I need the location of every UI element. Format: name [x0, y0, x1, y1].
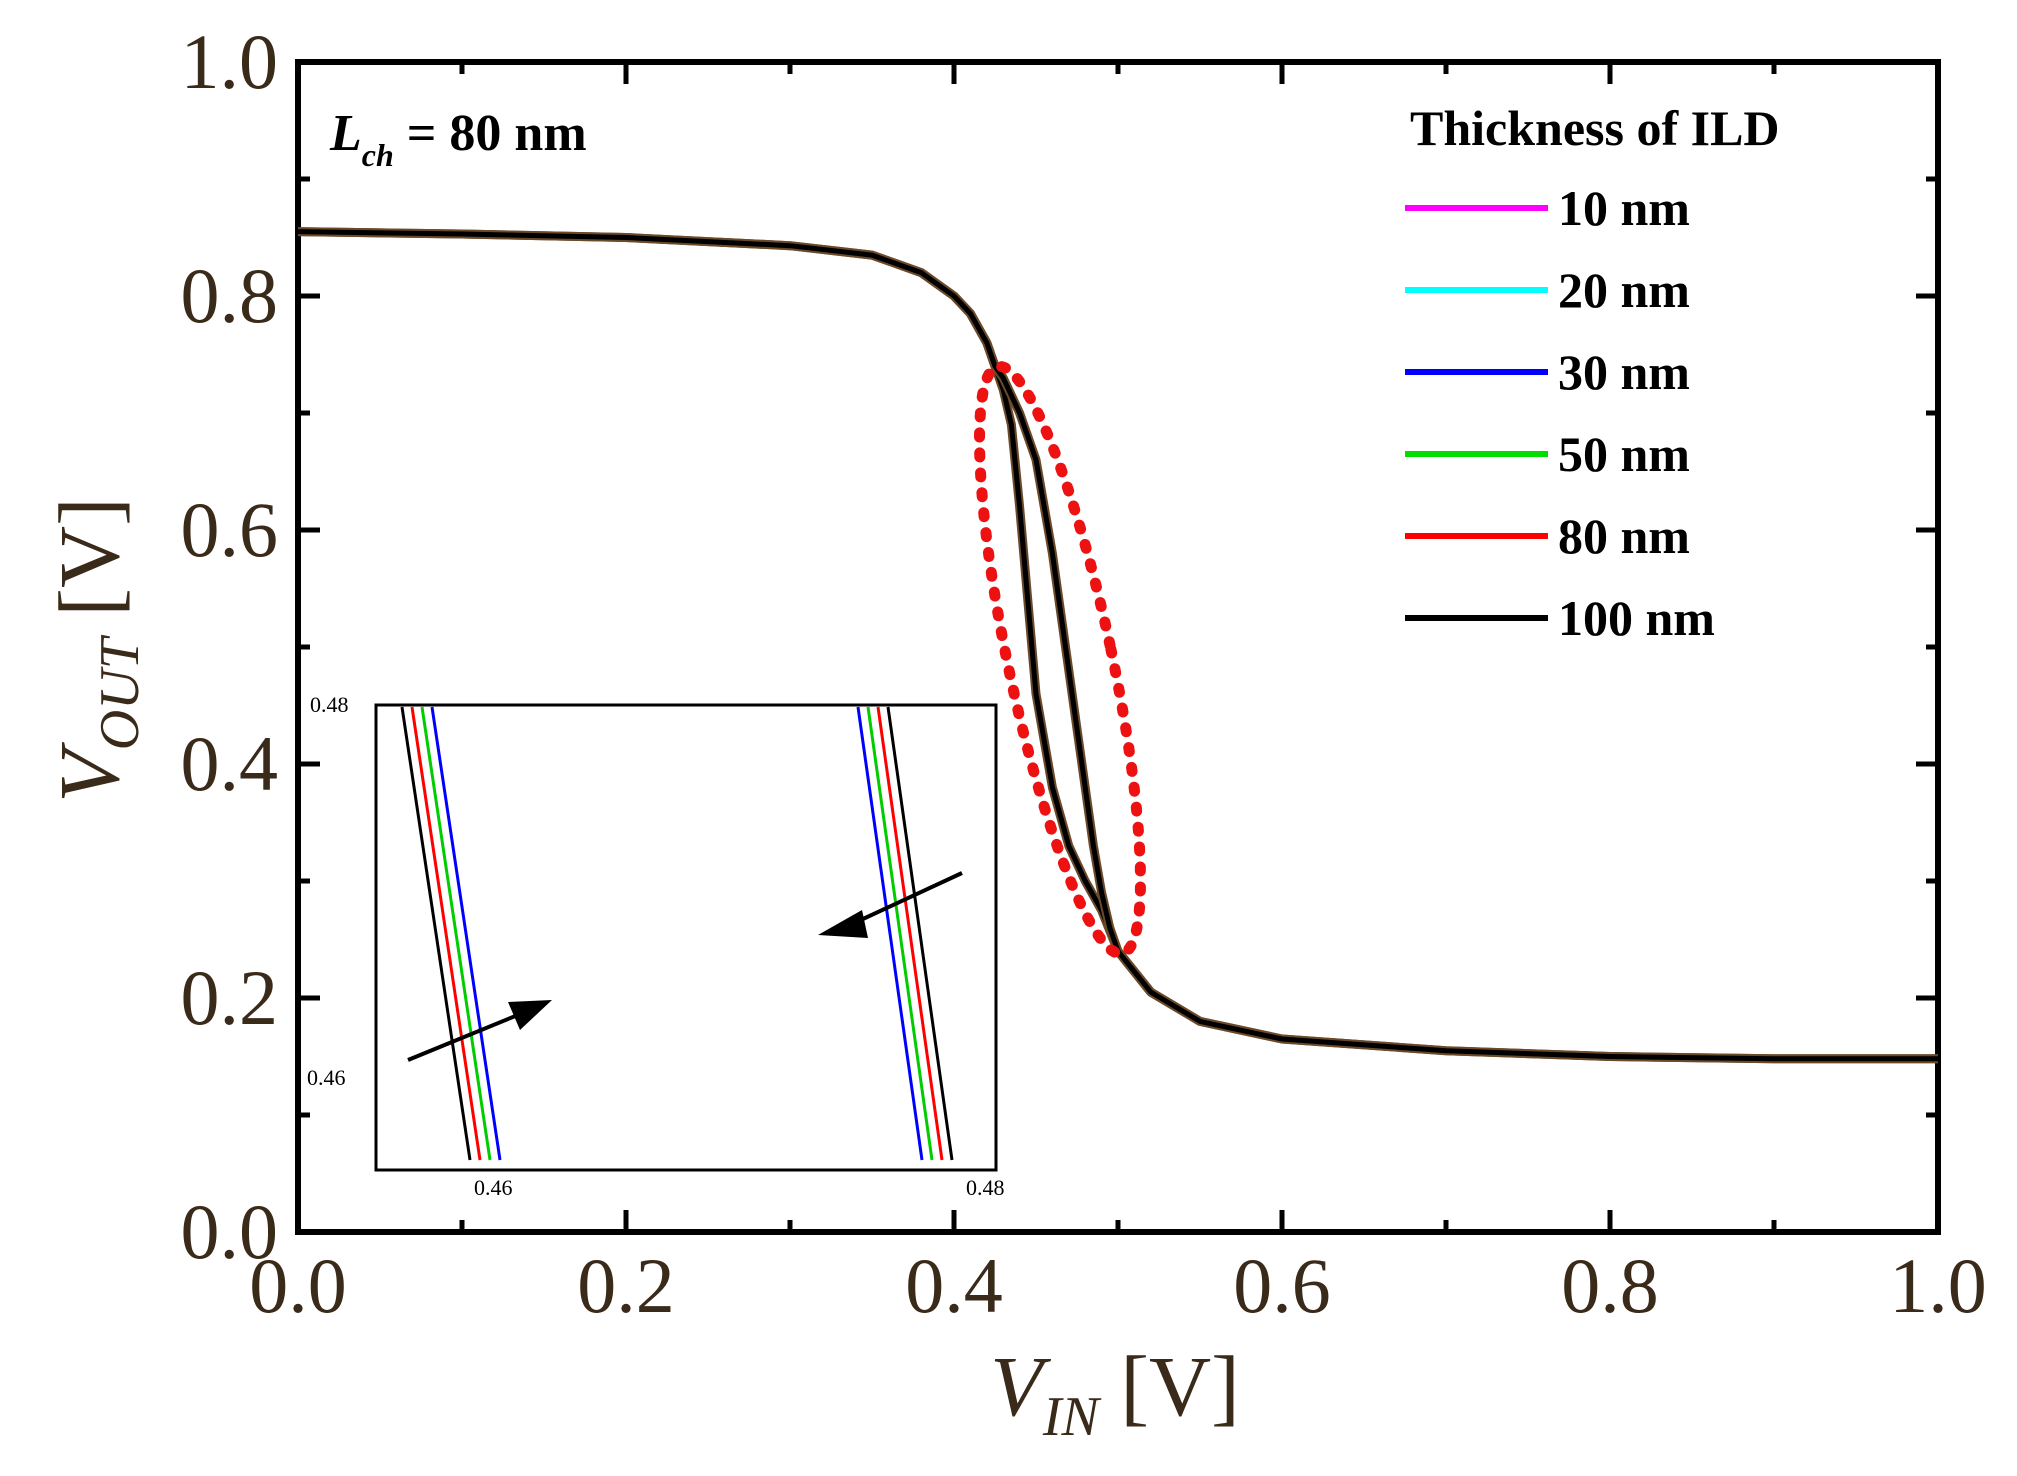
inset-arrow-left-shaft: [849, 871, 963, 927]
y-tick-label: 0.2: [181, 954, 279, 1041]
y-tick-label: 0.6: [181, 486, 279, 573]
inset-line-left: [400, 706, 472, 1161]
x-tick-label: 0.4: [905, 1242, 1003, 1329]
legend-label: 80 nm: [1558, 508, 1690, 564]
inset-y-tick-bottom: 0.46: [307, 1065, 346, 1090]
hysteresis-highlight-ellipse: [974, 360, 1146, 960]
x-tick-label: 0.0: [249, 1242, 347, 1329]
inset-arrow-right-head: [508, 1000, 552, 1030]
inset-frame: [374, 703, 998, 1172]
inset-x-tick-left: 0.46: [474, 1175, 513, 1200]
legend-label: 30 nm: [1558, 344, 1690, 400]
legend-label: 50 nm: [1558, 426, 1690, 482]
inset-zoom: 0.48 0.46 0.46 0.48: [307, 692, 1005, 1200]
series-line-1: [297, 229, 1938, 1062]
inset-y-tick-top: 0.48: [310, 692, 349, 717]
y-axis-title: VOUT [V]: [41, 497, 151, 802]
inset-arrow-left-head: [818, 910, 868, 938]
y-tick-label: 0.0: [181, 1188, 279, 1275]
x-tick-label: 0.6: [1233, 1242, 1331, 1329]
inset-line-right: [866, 706, 934, 1161]
inset-line-left: [430, 706, 502, 1161]
legend-label: 20 nm: [1558, 262, 1690, 318]
x-axis-title: VIN [V]: [990, 1338, 1239, 1448]
inset-line-right: [876, 706, 944, 1161]
x-tick-label: 1.0: [1889, 1242, 1987, 1329]
y-tick-label: 1.0: [181, 18, 279, 105]
legend: Thickness of ILD 10 nm 20 nm 30 nm 50 nm 80 …: [1405, 100, 1780, 646]
data-series: [297, 227, 1938, 1064]
axis-tick-labels: 0.0 0.2 0.4 0.6 0.8 1.0 0.0 0.2 0.4 0.6 0.8 1.0: [181, 18, 1987, 1329]
inset-line-right: [886, 706, 954, 1161]
y-tick-label: 0.4: [181, 720, 279, 807]
legend-label: 100 nm: [1558, 590, 1715, 646]
x-tick-label: 0.2: [577, 1242, 675, 1329]
inset-arrow-right-shaft: [407, 1008, 531, 1062]
legend-title: Thickness of ILD: [1410, 100, 1780, 156]
y-tick-label: 0.8: [181, 252, 279, 339]
x-tick-label: 0.8: [1561, 1242, 1659, 1329]
inset-line-left: [410, 706, 482, 1161]
legend-label: 10 nm: [1558, 180, 1690, 236]
axis-ticks: [295, 59, 1941, 1235]
inset-line-right: [856, 706, 924, 1161]
inset-x-tick-right: 0.48: [966, 1175, 1005, 1200]
inset-line-left: [420, 706, 492, 1161]
channel-length-annotation: Lch = 80 nm: [329, 105, 587, 173]
